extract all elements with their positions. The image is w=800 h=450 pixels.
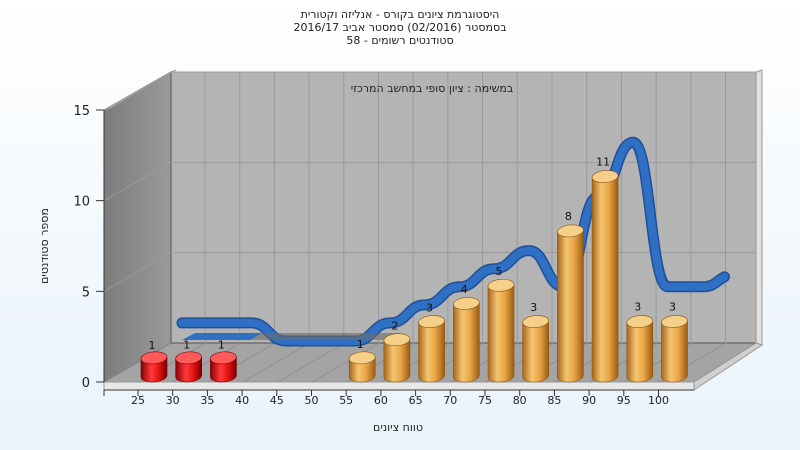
chart-title: היסטוגרמת ציונים בקורס - אנליזה וקטורית …: [0, 8, 800, 47]
data-label-80: 3: [530, 301, 537, 314]
bar-body: [591, 175, 619, 383]
y-tick-label: 10: [73, 195, 90, 210]
x-axis-title: טווח ציונים: [373, 421, 423, 434]
grid-line-diag: [103, 252, 172, 292]
bar-top: [557, 224, 584, 238]
bar-body: [626, 320, 654, 383]
data-label-70: 4: [461, 283, 468, 296]
floor-right-edge: [693, 342, 764, 391]
floor-grid-line: [311, 342, 380, 383]
bar-25: [140, 351, 168, 383]
bar-body: [661, 320, 688, 383]
data-label-55: 1: [357, 338, 364, 351]
floor-grid-line: [103, 342, 172, 383]
data-label-100: 3: [669, 300, 676, 313]
x-tick-label-85: 85: [547, 394, 561, 407]
bar-body: [487, 284, 515, 383]
bar-body: [383, 338, 411, 383]
x-tick-label-25: 25: [131, 394, 145, 407]
data-label-75: 5: [496, 265, 503, 278]
bar-top: [348, 351, 376, 365]
x-tick-label-70: 70: [443, 394, 457, 407]
curve-base-blue: [182, 333, 262, 340]
data-label-25: 1: [149, 339, 156, 352]
data-label-95: 3: [634, 301, 641, 314]
x-tick-label-65: 65: [409, 394, 423, 407]
data-label-30: 1: [183, 339, 190, 352]
grid-line-diag: [103, 71, 172, 111]
bar-body: [453, 302, 480, 383]
y-tick-label: 15: [73, 104, 90, 119]
x-tick-label-35: 35: [200, 394, 214, 407]
title-line-1: היסטוגרמת ציונים בקורס - אנליזה וקטורית: [300, 8, 500, 21]
chart-annotation: במשימה : ציון סופי במחשב המרכזי: [351, 82, 514, 95]
data-label-85: 8: [565, 210, 572, 223]
bar-top: [487, 278, 515, 292]
y-tick-label: 0: [82, 376, 90, 391]
x-tick-label-30: 30: [166, 394, 180, 407]
x-tick-label-40: 40: [235, 394, 249, 407]
grid-line-diag: [103, 161, 172, 202]
left-wall: [103, 71, 172, 383]
x-tick-label-90: 90: [582, 394, 596, 407]
bar-top: [175, 351, 202, 365]
bar-top: [383, 333, 411, 347]
x-tick-label-55: 55: [339, 394, 353, 407]
y-tick-label: 5: [82, 285, 90, 300]
bar-80: [522, 315, 550, 383]
x-tick-label-95: 95: [617, 394, 631, 407]
x-tick-label-100: 100: [648, 394, 669, 407]
bar-top: [452, 297, 480, 310]
bar-75: [487, 278, 515, 383]
floor-grid-line: [277, 342, 345, 383]
bar-top: [210, 351, 237, 365]
data-label-35: 1: [218, 339, 225, 352]
floor-front-edge: [103, 381, 695, 391]
title-line-2: בסמסטר (02/2016) סמסטר אביב 2016/17: [293, 21, 507, 34]
bar-35: [210, 351, 237, 383]
bar-55: [348, 351, 376, 383]
bar-top: [418, 315, 445, 328]
x-axis-ticks: 25 30 35 40 45 50 55 60 65 70 75 80 85 90 95 100: [103, 390, 669, 407]
bar-top: [626, 315, 654, 328]
bar-body: [418, 320, 445, 383]
data-label-60: 2: [391, 320, 398, 333]
bar-body: [522, 320, 549, 383]
bar-top: [661, 315, 688, 328]
curve-ribbon: [178, 138, 729, 345]
bar-60: [383, 333, 411, 383]
bar-body: [557, 229, 584, 383]
x-tick-label-80: 80: [513, 394, 527, 407]
title-line-3: סטודנטים רשומים - 58: [346, 34, 454, 47]
bar-30: [175, 351, 202, 383]
bar-65: [418, 315, 445, 383]
bar-85: [557, 224, 584, 383]
x-tick-label-60: 60: [374, 394, 388, 407]
bar-100: [661, 315, 688, 383]
bar-top: [140, 351, 168, 365]
right-edge: [755, 69, 763, 346]
bars-layer: [140, 170, 688, 383]
bar-95: [626, 315, 654, 383]
y-axis-title: מספר סטודנטים: [38, 208, 51, 284]
data-label-90: 11: [596, 156, 610, 169]
bar-top: [591, 170, 619, 183]
x-tick-label-75: 75: [478, 394, 492, 407]
x-tick-label-45: 45: [270, 394, 284, 407]
distribution-curve: [176, 136, 730, 347]
floor-grid-line: [242, 342, 311, 383]
data-label-65: 3: [426, 301, 433, 314]
y-axis-ticks: 0 5 10 15: [73, 104, 104, 391]
bar-70: [452, 297, 480, 383]
bar-top: [522, 315, 550, 328]
bar-90: [591, 170, 619, 383]
x-tick-label-50: 50: [305, 394, 319, 407]
